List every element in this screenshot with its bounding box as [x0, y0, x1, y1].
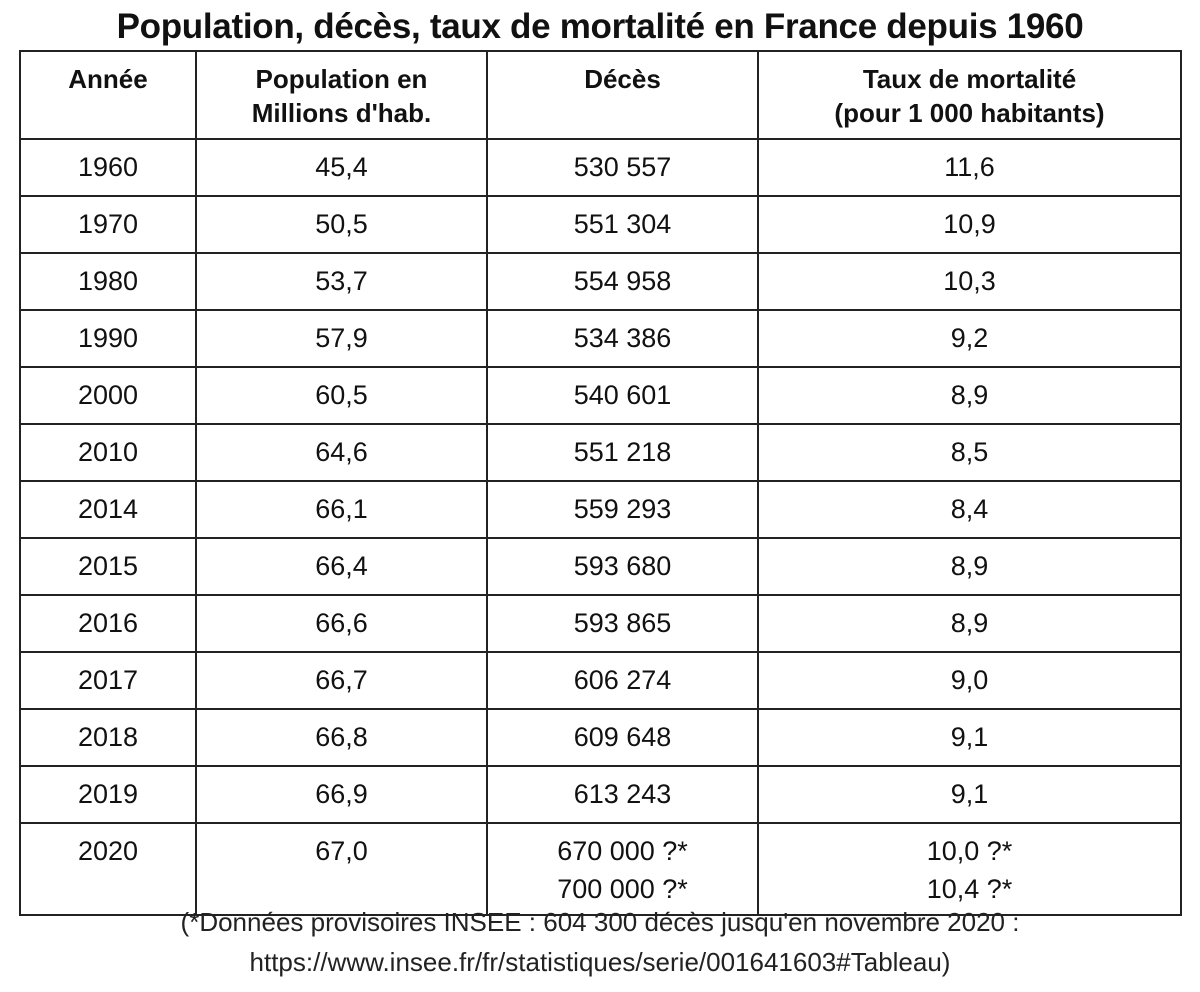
cell-population: 50,5 [195, 195, 488, 254]
cell-population: 66,8 [195, 708, 488, 767]
footnote-source-url: https://www.insee.fr/fr/statistiques/ser… [249, 947, 951, 977]
page-title: Population, décès, taux de mortalité en … [116, 7, 1084, 46]
table-row: 2015 66,4 593 680 8,9 [19, 537, 1182, 596]
cell-deces: 613 243 [486, 765, 759, 824]
cell-deces: 670 000 ?* 700 000 ?* [486, 822, 759, 916]
table-row: 1990 57,9 534 386 9,2 [19, 309, 1182, 368]
cell-taux: 8,9 [757, 594, 1182, 653]
header-taux-line1: Taux de mortalité [862, 64, 1077, 94]
cell-annee: 1960 [19, 138, 197, 197]
cell-deces: 593 680 [486, 537, 759, 596]
table-row: 2016 66,6 593 865 8,9 [19, 594, 1182, 653]
cell-annee: 2000 [19, 366, 197, 425]
header-row: Année Population en Millions d'hab. Décè… [19, 50, 1182, 140]
cell-deces: 559 293 [486, 480, 759, 539]
header-annee: Année [19, 50, 197, 140]
cell-annee: 2010 [19, 423, 197, 482]
table-row: 1960 45,4 530 557 11,6 [19, 138, 1182, 197]
cell-deces: 540 601 [486, 366, 759, 425]
cell-deces: 534 386 [486, 309, 759, 368]
cell-population: 66,7 [195, 651, 488, 710]
cell-taux: 10,3 [757, 252, 1182, 311]
table-row: 2018 66,8 609 648 9,1 [19, 708, 1182, 767]
table-row: 1980 53,7 554 958 10,3 [19, 252, 1182, 311]
cell-deces-estimate-1: 670 000 ?* [557, 836, 688, 866]
cell-population: 60,5 [195, 366, 488, 425]
cell-annee: 1980 [19, 252, 197, 311]
table-row: 2000 60,5 540 601 8,9 [19, 366, 1182, 425]
cell-taux: 9,1 [757, 708, 1182, 767]
header-taux-line2: (pour 1 000 habitants) [834, 98, 1105, 128]
cell-deces: 551 304 [486, 195, 759, 254]
cell-population: 53,7 [195, 252, 488, 311]
table-row: 2014 66,1 559 293 8,4 [19, 480, 1182, 539]
cell-taux: 10,9 [757, 195, 1182, 254]
cell-taux: 8,9 [757, 537, 1182, 596]
cell-annee: 1990 [19, 309, 197, 368]
cell-taux: 10,0 ?* 10,4 ?* [757, 822, 1182, 916]
cell-deces: 554 958 [486, 252, 759, 311]
cell-population: 66,9 [195, 765, 488, 824]
cell-population: 66,6 [195, 594, 488, 653]
cell-population: 67,0 [195, 822, 488, 916]
table-body: 1960 45,4 530 557 11,6 1970 50,5 551 304 10,9 19… [19, 138, 1182, 916]
cell-deces-estimate-2: 700 000 ?* [557, 874, 688, 904]
cell-population: 57,9 [195, 309, 488, 368]
footnote-line1: (*Données provisoires INSEE : 604 300 dé… [180, 907, 1020, 937]
cell-annee: 2020 [19, 822, 197, 916]
cell-deces: 609 648 [486, 708, 759, 767]
cell-deces: 551 218 [486, 423, 759, 482]
table-row: 2017 66,7 606 274 9,0 [19, 651, 1182, 710]
cell-annee: 2018 [19, 708, 197, 767]
cell-taux: 8,4 [757, 480, 1182, 539]
cell-annee: 2016 [19, 594, 197, 653]
table-row-2020: 2020 67,0 670 000 ?* 700 000 ?* 10,0 ?* … [19, 822, 1182, 916]
cell-taux-estimate-2: 10,4 ?* [926, 874, 1013, 904]
cell-deces: 530 557 [486, 138, 759, 197]
header-population-line1: Population en [255, 64, 428, 94]
header-taux: Taux de mortalité (pour 1 000 habitants) [757, 50, 1182, 140]
cell-deces: 606 274 [486, 651, 759, 710]
cell-taux: 8,5 [757, 423, 1182, 482]
table-row: 2019 66,9 613 243 9,1 [19, 765, 1182, 824]
table-row: 1970 50,5 551 304 10,9 [19, 195, 1182, 254]
cell-taux: 11,6 [757, 138, 1182, 197]
cell-annee: 2019 [19, 765, 197, 824]
cell-annee: 2017 [19, 651, 197, 710]
cell-population: 66,4 [195, 537, 488, 596]
cell-taux-estimate-1: 10,0 ?* [926, 836, 1013, 866]
cell-taux: 9,0 [757, 651, 1182, 710]
cell-taux: 8,9 [757, 366, 1182, 425]
cell-taux: 9,1 [757, 765, 1182, 824]
cell-taux: 9,2 [757, 309, 1182, 368]
cell-annee: 2014 [19, 480, 197, 539]
cell-annee: 1970 [19, 195, 197, 254]
cell-population: 66,1 [195, 480, 488, 539]
mortality-table: Année Population en Millions d'hab. Décè… [19, 50, 1182, 916]
cell-deces: 593 865 [486, 594, 759, 653]
cell-population: 64,6 [195, 423, 488, 482]
cell-annee: 2015 [19, 537, 197, 596]
header-population: Population en Millions d'hab. [195, 50, 488, 140]
header-deces: Décès [486, 50, 759, 140]
table-row: 2010 64,6 551 218 8,5 [19, 423, 1182, 482]
header-population-line2: Millions d'hab. [251, 98, 432, 128]
cell-population: 45,4 [195, 138, 488, 197]
footnote: (*Données provisoires INSEE : 604 300 dé… [0, 902, 1200, 982]
